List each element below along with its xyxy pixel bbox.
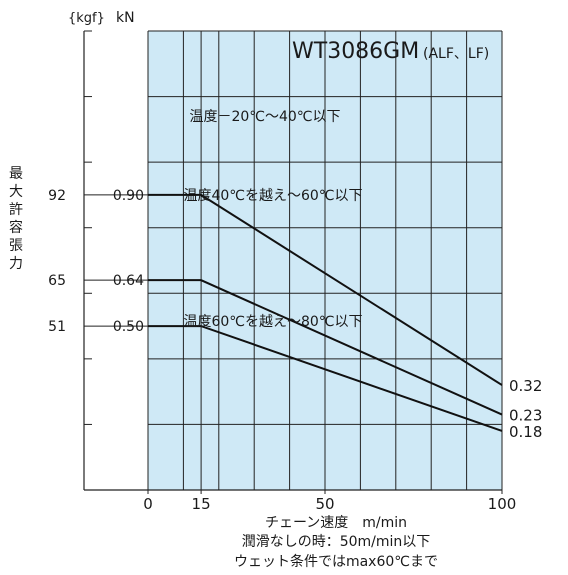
tick-labels: 92 0.90 65 0.64 51 0.50 0 15 50 100 xyxy=(48,188,516,513)
y-tick-label-kgf: 92 xyxy=(48,188,66,204)
series-end-label: 0.32 xyxy=(509,377,542,395)
series-name-label: 温度60℃を越え～80℃以下 xyxy=(183,314,362,330)
series-line xyxy=(148,193,503,386)
y-tick-label-kn: 0.50 xyxy=(113,319,144,335)
chart-title-suffix: (ALF、LF) xyxy=(423,46,489,62)
axes xyxy=(83,30,503,494)
y-axis-label: 最大許容張力 xyxy=(9,166,23,272)
y-tick-label-kgf: 65 xyxy=(48,273,66,289)
x-axis-label: チェーン速度 m/min xyxy=(265,515,407,531)
chart-title: WT3086GM xyxy=(292,39,419,64)
note-line-2: ウェット条件ではmax60℃まで xyxy=(234,553,438,570)
x-tick-label: 15 xyxy=(192,495,211,513)
series-line xyxy=(148,325,503,432)
series-lines xyxy=(148,193,503,432)
series-labels: 温度－20℃～40℃以下 0.32 温度40℃を越え～60℃以下 0.23 温度60℃を… xyxy=(183,109,542,441)
series-end-label: 0.23 xyxy=(509,407,542,425)
y-unit-left: {kgf} xyxy=(68,11,105,26)
x-tick-label: 100 xyxy=(488,495,517,513)
y-tick-label-kgf: 51 xyxy=(48,319,66,335)
y-tick-label-kn: 0.64 xyxy=(113,273,144,289)
note-line-1: 潤滑なしの時：50m/min以下 xyxy=(242,533,431,550)
series-line xyxy=(148,279,503,416)
series-name-label: 温度40℃を越え～60℃以下 xyxy=(183,188,362,204)
x-tick-label: 50 xyxy=(315,495,334,513)
series-end-label: 0.18 xyxy=(509,423,542,441)
series-name-label: 温度－20℃～40℃以下 xyxy=(189,109,340,125)
y-tick-label-kn: 0.90 xyxy=(113,188,144,204)
y-unit-right: kN xyxy=(116,10,135,26)
x-tick-label: 0 xyxy=(143,495,153,513)
